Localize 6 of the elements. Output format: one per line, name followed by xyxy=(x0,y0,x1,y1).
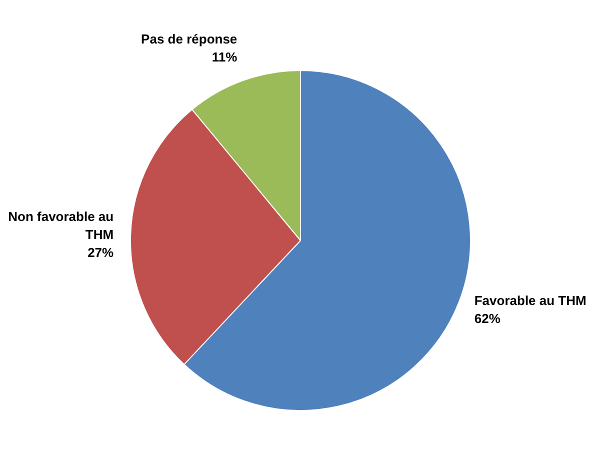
slice-label: Pas de réponse xyxy=(141,32,238,47)
slice-label: Favorable au THM xyxy=(474,292,586,308)
data-label: 27% xyxy=(88,245,114,260)
data-label: 11% xyxy=(212,50,238,65)
slice-label: Non favorable au THM xyxy=(8,209,114,242)
data-label: 62% xyxy=(474,310,501,326)
